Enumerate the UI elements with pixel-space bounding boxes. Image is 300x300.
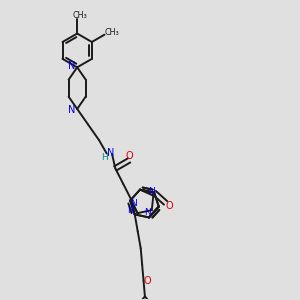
Text: O: O	[165, 201, 173, 211]
Text: H: H	[101, 153, 108, 162]
Text: N: N	[106, 148, 114, 158]
Text: N: N	[148, 187, 154, 196]
Text: N: N	[130, 200, 136, 208]
Text: N: N	[144, 208, 151, 217]
Text: N: N	[68, 105, 75, 116]
Text: O: O	[125, 151, 133, 161]
Text: N: N	[128, 206, 134, 215]
Text: CH₃: CH₃	[73, 11, 88, 20]
Text: N: N	[68, 61, 75, 71]
Text: CH₃: CH₃	[105, 28, 119, 37]
Text: O: O	[144, 276, 152, 286]
